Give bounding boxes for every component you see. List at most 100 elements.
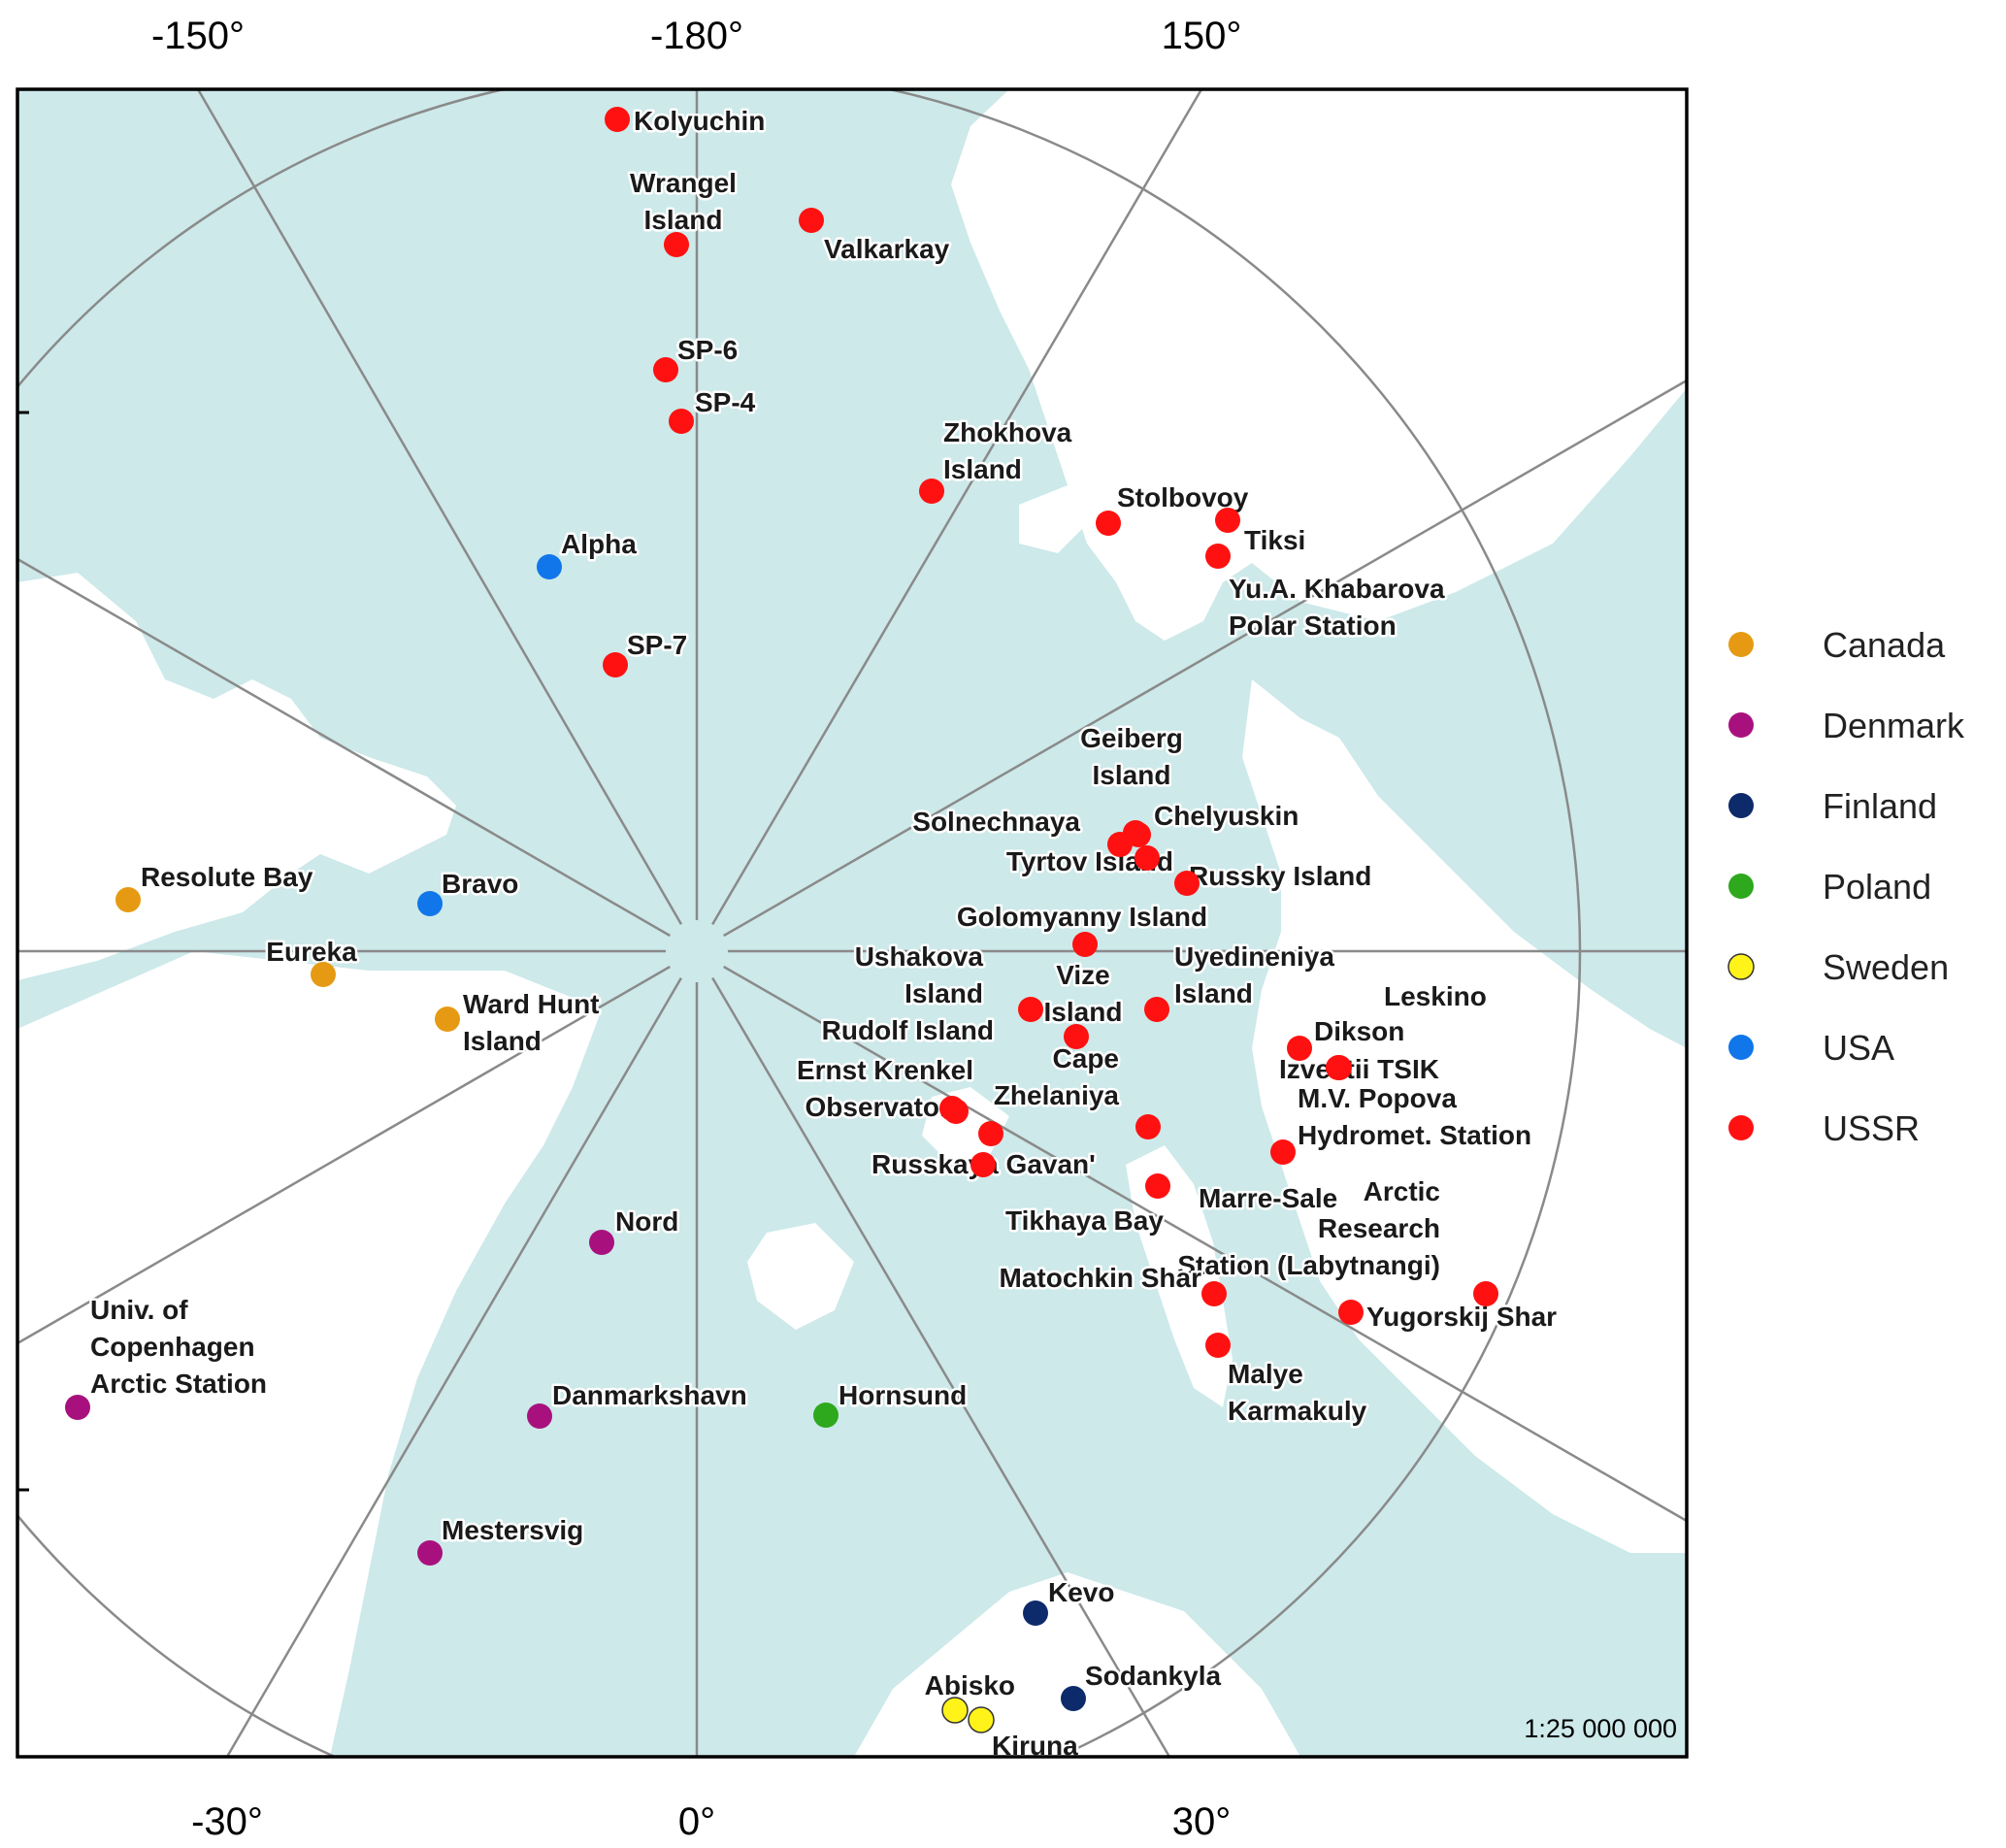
station-label-eureka: Eureka (266, 937, 357, 967)
station-marker-marre-sale (1145, 1173, 1170, 1199)
land-siberia-west (1242, 679, 1687, 1553)
station-label-alpha: Alpha (561, 529, 637, 559)
stations-layer: Kolyuchin Wrangel Island Valkarkay SP-6 SP-4 Z… (65, 104, 1560, 1757)
station-marker-malye-karmakuly (1205, 1333, 1231, 1358)
station-label-yugorskij-shar: Yugorskij Shar (1366, 1302, 1557, 1332)
station-label-malye-karmakuly: Malye Karmakuly (1228, 1359, 1367, 1426)
station-label-dikson: Dikson (1314, 1016, 1404, 1046)
station-label-geiberg-island: Geiberg Island (1080, 723, 1183, 790)
station-label-sp-6: SP-6 (677, 335, 738, 365)
station-marker-arctic-research-station-labytnangi (1473, 1281, 1498, 1306)
station-label-univ-of-copenhagen-arctic-station: Univ. of Copenhagen Arctic Station (90, 1295, 267, 1399)
station-label-nord: Nord (615, 1206, 678, 1237)
axis-label-bottom-2: 0° (678, 1800, 715, 1843)
axis-label-top-1: -150° (151, 15, 245, 57)
station-label-arctic-research-station-labytnangi: Arctic Research Station (Labytnangi) (1177, 1176, 1440, 1280)
station-label-bravo: Bravo (442, 869, 518, 899)
station-marker-kiruna (968, 1706, 995, 1733)
land-new-siberian-islands (1019, 446, 1165, 553)
legend-marker-ussr (1728, 1115, 1754, 1140)
meridian-150e (695, 89, 1203, 952)
legend-label-sweden: Sweden (1823, 947, 1949, 987)
station-label-russky-island: Russky Island (1189, 861, 1371, 891)
meridian-60w (17, 949, 698, 1345)
station-label-solnechnaya: Solnechnaya (912, 807, 1080, 837)
station-label-sodankyla: Sodankyla (1085, 1661, 1221, 1691)
legend-marker-denmark (1728, 712, 1754, 738)
station-marker-vize-island (1064, 1024, 1089, 1049)
station-marker-resolute-bay (115, 887, 141, 912)
station-label-leskino: Leskino (1384, 981, 1487, 1011)
station-marker-wrangel-island (664, 232, 689, 257)
station-label-marre-sale: Marre-Sale (1199, 1183, 1337, 1213)
station-label-resolute-bay: Resolute Bay (141, 862, 313, 892)
station-label-ernst-krenkel-observatory: Ernst Krenkel Observatory (797, 1055, 973, 1122)
station-marker-nord (589, 1230, 614, 1255)
meridian-120w (17, 557, 698, 953)
station-marker-yu-a-khabarova-polar-station (1205, 544, 1231, 569)
station-marker-kevo (1023, 1600, 1048, 1626)
station-label-m-v-popova-hydromet-station: M.V. Popova Hydromet. Station (1298, 1083, 1531, 1150)
station-label-hornsund: Hornsund (839, 1380, 967, 1410)
station-label-ushakova-island: Ushakova Island (855, 941, 984, 1008)
station-marker-cape-zhelaniya (1135, 1114, 1161, 1139)
station-marker-matochkin-shar (1201, 1281, 1227, 1306)
axis-label-bottom-3: 30° (1172, 1800, 1232, 1843)
meridian-60e (696, 949, 1687, 1523)
scale-label: 1:25 000 000 (1524, 1714, 1677, 1743)
station-label-yu-a-khabarova-polar-station: Yu.A. Khabarova Polar Station (1229, 574, 1445, 641)
station-marker-ward-hunt-island (435, 1006, 460, 1032)
station-marker-alpha (537, 554, 562, 579)
station-marker-kolyuchin (605, 107, 630, 132)
legend-label-poland: Poland (1823, 867, 1931, 907)
station-label-uyedineniya-island: Uyedineniya Island (1174, 941, 1334, 1008)
station-label-tikhaya-bay: Tikhaya Bay (1005, 1205, 1164, 1236)
axis-label-bottom-1: -30° (191, 1800, 263, 1843)
legend-marker-sweden (1727, 953, 1755, 980)
legend-marker-usa (1728, 1035, 1754, 1060)
station-marker-mestersvig (417, 1540, 443, 1566)
axis-label-top-2: -180° (650, 15, 743, 57)
station-marker-solnechnaya (1107, 832, 1133, 857)
station-marker-tiksi (1215, 508, 1240, 533)
meridian-150w (196, 89, 699, 952)
meridian-30w (225, 950, 699, 1757)
station-marker-sodankyla (1061, 1686, 1086, 1711)
land-svalbard (747, 1223, 854, 1330)
station-label-ward-hunt-island: Ward Hunt Island (463, 989, 600, 1056)
station-marker-zhokhova-island (919, 478, 944, 504)
station-label-golomyanny-island: Golomyanny Island (957, 902, 1207, 932)
station-marker-russkaya-gavan (978, 1121, 1003, 1146)
legend-marker-poland (1728, 874, 1754, 899)
station-marker-abisko (941, 1697, 969, 1724)
station-marker-ushakova-island (1018, 997, 1043, 1022)
land-greenland (17, 951, 602, 1757)
station-label-kolyuchin: Kolyuchin (634, 106, 765, 136)
station-marker-russky-island (1174, 871, 1200, 896)
station-label-chelyuskin: Chelyuskin (1154, 801, 1299, 831)
station-label-wrangel-island: Wrangel Island (630, 168, 737, 235)
station-label-tiksi: Tiksi (1244, 525, 1305, 555)
legend-label-usa: USA (1823, 1028, 1894, 1068)
station-marker-sp-4 (669, 409, 694, 434)
station-label-danmarkshavn: Danmarkshavn (552, 1380, 747, 1410)
station-marker-uyedineniya-island (1144, 997, 1169, 1022)
station-marker-golomyanny-island (1072, 932, 1098, 957)
station-label-sp-7: SP-7 (627, 630, 687, 660)
station-marker-dikson (1287, 1036, 1312, 1061)
north-pole-hole (666, 920, 728, 982)
legend: Canada Denmark Finland Poland Sweden USA USSR (1727, 625, 1965, 1148)
map-frame (16, 87, 1689, 1759)
station-label-vize-island: Vize Island (1044, 960, 1123, 1027)
station-marker-m-v-popova-hydromet-station (1270, 1139, 1296, 1165)
station-marker-sp-6 (653, 357, 678, 382)
map-area: Kolyuchin Wrangel Island Valkarkay SP-6 SP-4 Z… (17, 89, 1687, 1757)
station-marker-valkarkay (799, 208, 824, 233)
station-label-cape-zhelaniya: Cape Zhelaniya (994, 1043, 1120, 1110)
station-label-zhokhova-island: Zhokhova Island (943, 417, 1072, 484)
station-label-mestersvig: Mestersvig (442, 1515, 583, 1545)
legend-label-finland: Finland (1823, 786, 1937, 826)
station-marker-izvestii-tsik (1326, 1055, 1351, 1080)
station-label-matochkin-shar: Matochkin Shar (1000, 1263, 1202, 1293)
station-marker-bravo (417, 891, 443, 916)
